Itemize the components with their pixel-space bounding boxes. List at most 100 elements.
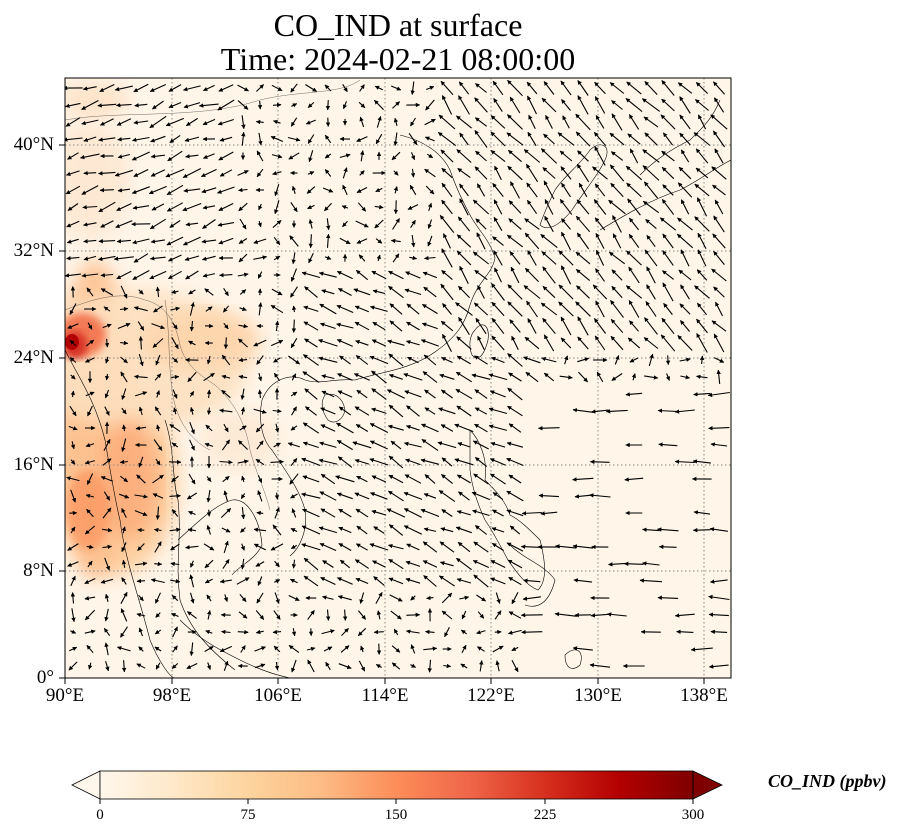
- wind-arrow: [172, 357, 178, 363]
- wind-arrow: [83, 136, 97, 142]
- wind-arrow: [117, 322, 131, 330]
- wind-arrow: [104, 338, 110, 348]
- wind-arrow: [440, 80, 454, 96]
- wind-arrow: [303, 321, 319, 331]
- wind-arrow: [336, 304, 354, 314]
- wind-arrow: [302, 475, 320, 483]
- wind-arrow: [387, 424, 404, 431]
- wind-arrow: [238, 187, 248, 193]
- wind-arrow: [270, 304, 284, 314]
- wind-arrow: [680, 149, 690, 163]
- wind-arrow: [87, 560, 93, 568]
- wind-arrow: [628, 233, 640, 249]
- wind-arrow: [425, 85, 435, 91]
- wind-arrow: [134, 510, 148, 516]
- wind-arrow: [67, 203, 79, 211]
- wind-arrow: [372, 289, 386, 295]
- wind-arrow: [353, 373, 370, 381]
- wind-arrow: [707, 391, 730, 398]
- wind-arrow: [120, 285, 128, 299]
- wind-arrow: [439, 561, 454, 567]
- wind-arrow: [238, 338, 248, 348]
- wind-arrow: [423, 575, 437, 587]
- wind-arrow: [577, 150, 589, 162]
- wind-arrow: [441, 248, 453, 268]
- wind-arrow: [642, 149, 660, 163]
- wind-arrow: [138, 289, 144, 295]
- wind-arrow: [442, 333, 452, 352]
- wind-arrow: [166, 184, 184, 196]
- wind-arrow: [459, 265, 469, 284]
- wind-arrow: [474, 525, 488, 535]
- wind-arrow: [290, 544, 297, 550]
- wind-arrow: [458, 316, 470, 335]
- wind-arrow: [274, 492, 280, 500]
- wind-arrow: [561, 99, 571, 111]
- wind-arrow: [711, 320, 727, 332]
- wind-arrow: [456, 250, 472, 266]
- wind-arrow: [403, 373, 423, 381]
- wind-arrow: [341, 205, 349, 210]
- wind-arrow: [338, 508, 352, 518]
- wind-arrow: [256, 355, 264, 365]
- wind-arrow: [458, 95, 470, 115]
- wind-arrow: [561, 231, 571, 251]
- wind-arrow: [342, 220, 348, 228]
- wind-arrow: [595, 233, 605, 249]
- wind-arrow: [270, 339, 284, 347]
- wind-arrow: [272, 102, 282, 108]
- wind-arrow: [644, 81, 658, 95]
- wind-arrow: [359, 592, 365, 604]
- wind-arrow: [677, 182, 693, 198]
- wind-arrow: [420, 508, 440, 518]
- wind-arrow: [508, 474, 522, 484]
- wind-arrow: [133, 253, 149, 263]
- wind-arrow: [272, 219, 282, 229]
- wind-arrow: [85, 339, 95, 347]
- wind-arrow: [338, 288, 352, 296]
- wind-arrow: [457, 216, 471, 232]
- wind-arrow: [679, 320, 691, 332]
- wind-arrow: [189, 301, 195, 316]
- wind-arrow: [421, 438, 439, 452]
- wind-arrow: [475, 317, 487, 335]
- wind-arrow: [646, 234, 656, 248]
- wind-arrow: [648, 353, 654, 367]
- wind-arrow: [626, 81, 642, 95]
- wind-arrow: [507, 405, 523, 417]
- wind-arrow: [155, 592, 161, 604]
- wind-arrow: [443, 233, 451, 249]
- wind-arrow: [405, 560, 421, 567]
- wind-arrow: [319, 441, 337, 448]
- wind-arrow: [423, 354, 437, 366]
- wind-arrow: [695, 82, 709, 94]
- wind-arrow: [577, 95, 589, 115]
- wind-arrow: [506, 457, 524, 467]
- wind-arrow: [100, 578, 114, 584]
- wind-arrow: [492, 236, 504, 246]
- wind-arrow: [509, 319, 521, 333]
- wind-arrow: [256, 440, 264, 450]
- wind-arrow: [303, 354, 319, 366]
- wind-arrow: [359, 170, 365, 176]
- wind-arrow: [85, 357, 95, 363]
- wind-arrow: [85, 493, 95, 499]
- wind-arrow: [98, 171, 116, 176]
- wind-arrow: [301, 457, 321, 467]
- wind-arrow: [623, 561, 644, 567]
- wind-arrow: [662, 270, 674, 280]
- wind-arrow: [390, 440, 402, 450]
- wind-arrow: [411, 235, 416, 248]
- wind-arrow: [203, 543, 215, 551]
- wind-arrow: [456, 355, 471, 365]
- wind-vectors: [65, 79, 730, 673]
- wind-arrow: [408, 132, 418, 146]
- wind-arrow: [152, 474, 164, 484]
- wind-arrow: [410, 219, 416, 228]
- wind-arrow: [442, 303, 452, 315]
- wind-arrow: [405, 271, 421, 279]
- wind-arrow: [221, 354, 231, 366]
- wind-arrow: [507, 353, 523, 367]
- wind-arrow: [303, 557, 319, 571]
- wind-arrow: [694, 183, 710, 197]
